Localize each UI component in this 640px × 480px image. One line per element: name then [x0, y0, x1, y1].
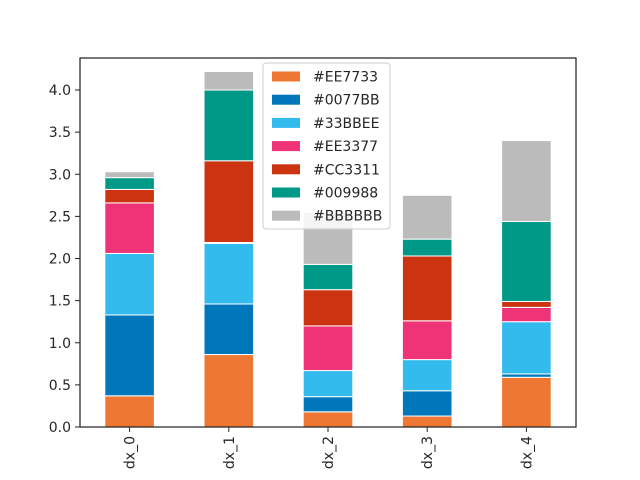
- bar-segment-dx_3-series-2: [401, 359, 453, 392]
- bar-segment-dx_2-series-4: [302, 289, 354, 327]
- bar-segment-dx_2-series-3: [302, 325, 354, 372]
- legend: #EE7733 #0077BB #33BBEE #EE3377 #CC3311 #0099…: [262, 62, 391, 230]
- y-axis: 0.0 0.5 1.0 1.5 2.0 2.5 3.0 3.5 4.0: [49, 83, 80, 436]
- y-tick-label: 2.0: [49, 252, 71, 268]
- y-tick-label: 2.5: [49, 209, 71, 225]
- bar-segment-dx_2-series-2: [302, 370, 354, 398]
- y-tick-label: 1.0: [49, 336, 71, 352]
- y-tick-label: 3.5: [49, 125, 71, 141]
- bar-segment-dx_4-series-4: [501, 300, 552, 308]
- legend-label: #009988: [313, 186, 378, 202]
- bar-segment-dx_3-series-3: [401, 320, 453, 361]
- legend-swatch: [272, 94, 300, 105]
- bar-segment-dx_1-series-5: [203, 89, 255, 162]
- y-tick-label: 0.0: [49, 420, 71, 436]
- bar-segment-dx_0-series-5: [104, 177, 155, 190]
- bar-segment-dx_4-series-3: [501, 306, 552, 323]
- legend-label: #0077BB: [313, 93, 380, 109]
- x-tick-label: dx_3: [420, 436, 436, 469]
- bar-segment-dx_0-series-3: [104, 202, 155, 254]
- bar-segment-dx_4-series-6: [501, 140, 552, 222]
- bar-segment-dx_2-series-1: [302, 396, 354, 413]
- legend-swatch: [272, 71, 300, 82]
- bar-segment-dx_1-series-2: [203, 242, 255, 305]
- bar-segment-dx_2-series-0: [302, 411, 354, 428]
- y-tick-label: 0.5: [49, 378, 71, 394]
- bar-segment-dx_4-series-0: [501, 376, 552, 428]
- legend-swatch: [272, 141, 300, 152]
- bar-segment-dx_2-series-5: [302, 263, 354, 291]
- bar-segment-dx_0-series-4: [104, 188, 155, 204]
- legend-label: #BBBBBB: [313, 209, 382, 225]
- bar-segment-dx_3-series-0: [401, 415, 453, 428]
- legend-label: #33BBEE: [313, 116, 379, 132]
- bar-segment-dx_3-series-1: [401, 390, 453, 417]
- legend-swatch: [272, 210, 300, 221]
- bar-segment-dx_0-series-6: [104, 171, 155, 179]
- bar-segment-dx_1-series-6: [203, 70, 255, 91]
- x-axis: dx_0 dx_1 dx_2 dx_3 dx_4: [123, 427, 535, 469]
- bar-segment-dx_4-series-1: [501, 373, 552, 378]
- y-tick-label: 4.0: [49, 83, 71, 99]
- legend-swatch: [272, 117, 300, 128]
- legend-label: #EE7733: [313, 70, 378, 86]
- x-tick-label: dx_1: [222, 436, 238, 469]
- legend-label: #EE3377: [313, 139, 378, 155]
- bar-segment-dx_3-series-5: [401, 238, 453, 257]
- bar-segment-dx_0-series-1: [104, 314, 155, 397]
- bar-segment-dx_4-series-5: [501, 220, 552, 302]
- bar-segment-dx_1-series-0: [203, 354, 255, 428]
- bar-segment-dx_4-series-2: [501, 321, 552, 375]
- x-tick-label: dx_0: [123, 436, 139, 469]
- bar-segment-dx_3-series-4: [401, 255, 453, 322]
- bar-segment-dx_0-series-2: [104, 252, 155, 316]
- bar-segment-dx_0-series-0: [104, 395, 155, 428]
- legend-swatch: [272, 164, 300, 175]
- legend-label: #CC3311: [313, 162, 380, 178]
- y-tick-label: 1.5: [49, 294, 71, 310]
- y-tick-label: 3.0: [49, 167, 71, 183]
- x-tick-label: dx_2: [321, 436, 337, 469]
- legend-swatch: [272, 187, 300, 198]
- bar-segment-dx_3-series-6: [401, 194, 453, 240]
- bar-segment-dx_1-series-1: [203, 303, 255, 356]
- x-tick-label: dx_4: [519, 436, 535, 469]
- bar-segment-dx_1-series-4: [203, 160, 255, 243]
